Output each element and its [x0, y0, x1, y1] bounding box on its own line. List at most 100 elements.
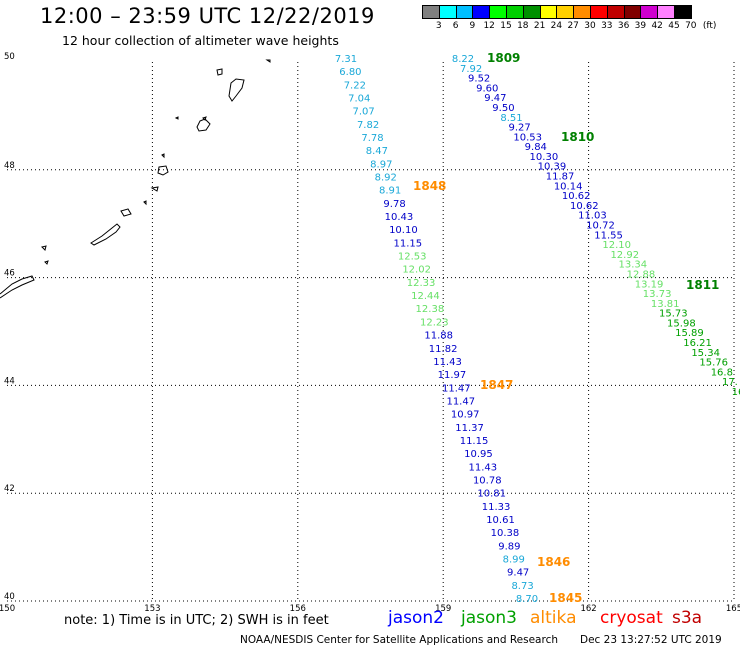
pass-id-label: 1846: [537, 555, 570, 569]
wave-height-label: 9.84: [525, 142, 547, 153]
wave-height-label: 6.80: [339, 67, 361, 78]
credit-text: NOAA/NESDIS Center for Satellite Applica…: [240, 634, 558, 646]
wave-height-label: 12.38: [416, 304, 445, 315]
wave-height-label: 13.81: [651, 299, 680, 310]
wave-height-label: 8.91: [379, 186, 401, 197]
wave-height-label: 13.19: [635, 279, 664, 290]
color-legend-labels: 3 6 9 12 15 18 21 24 27 30 33 36 39 42 45 70 (ft): [422, 21, 732, 35]
legend-label: 70: [685, 21, 697, 31]
wave-height-label: 16.21: [683, 338, 712, 349]
x-tick-label: 156: [290, 604, 306, 614]
wave-height-label: 12.44: [411, 291, 440, 302]
wave-height-label: 9.47: [484, 93, 506, 104]
wave-height-label: 11.87: [546, 172, 575, 183]
legend-label: 6: [452, 21, 459, 31]
axis-labels: 150 153 156 159 162 165 50 48 46 44 42 40: [0, 52, 740, 614]
legend-label: 27: [567, 21, 579, 31]
wave-height-label: 11.33: [482, 502, 511, 513]
satellite-tracks: 7.31 6.80 7.22 7.04 7.07 7.82 7.78 8.47 8.97 8.92…: [335, 54, 740, 605]
x-tick-label: 153: [144, 604, 160, 614]
pass-id-label: 1811: [686, 278, 719, 292]
wave-height-label: 9.78: [383, 199, 405, 210]
wave-height-label: 13.73: [643, 289, 672, 300]
wave-height-label: 11.15: [460, 436, 489, 447]
pass-id-label: 1845: [549, 591, 582, 605]
y-tick-label: 44: [4, 376, 15, 386]
island-outline: [143, 200, 147, 206]
wave-height-label: 12.23: [420, 317, 449, 328]
wave-height-label: 7.04: [348, 94, 370, 105]
island-outline: [228, 78, 245, 102]
island-outline: [90, 223, 121, 246]
legend-label: 12: [483, 21, 495, 31]
island-outline: [216, 68, 223, 76]
island-outline: [174, 116, 179, 120]
wave-height-label: 8.70: [516, 594, 538, 605]
wave-height-label: 9.89: [498, 541, 520, 552]
wave-height-label: 8.99: [503, 554, 525, 565]
wave-height-label: 9.27: [508, 123, 530, 134]
satellite-legend-item: jason2: [388, 608, 444, 628]
wave-height-label: 8.51: [500, 113, 522, 124]
generation-timestamp: Dec 23 13:27:52 UTC 2019: [580, 634, 722, 646]
pass-labels: 1809 1810 1811 1848 1847 1846 1845: [413, 51, 719, 605]
wave-height-label: 11.97: [438, 370, 467, 381]
pass-id-label: 1847: [480, 378, 513, 392]
legend-label: 36: [617, 21, 630, 31]
satellite-legend-item: jason3: [461, 608, 517, 628]
x-tick-label: 165: [726, 604, 740, 614]
satellite-legend-item: s3a: [672, 608, 703, 628]
wave-height-label: 15.73: [659, 309, 688, 320]
pass-id-label: 1848: [413, 179, 446, 193]
map-subtitle: 12 hour collection of altimeter wave hei…: [62, 33, 339, 48]
x-tick-label: 150: [0, 604, 15, 614]
wave-height-label: 11.15: [393, 238, 422, 249]
wave-height-label: 7.82: [357, 120, 379, 131]
wave-height-label: 10.14: [554, 181, 583, 192]
wave-height-label: 15.89: [675, 328, 704, 339]
wave-height-label: 7.07: [353, 107, 375, 118]
wave-height-label: 9.47: [507, 568, 529, 579]
wave-height-label: 9.52: [468, 74, 490, 85]
wave-height-label: 11.03: [578, 211, 607, 222]
x-tick-label: 159: [435, 604, 451, 614]
legend-label: 3: [435, 21, 442, 31]
wave-height-label: 15.76: [699, 358, 728, 369]
wave-height-label: 16.8: [711, 367, 733, 378]
wave-height-label: 8.97: [370, 159, 392, 170]
wave-height-label: 7.78: [361, 133, 383, 144]
x-tick-label: 162: [580, 604, 596, 614]
wave-height-label: 11.55: [594, 230, 623, 241]
island-outline: [150, 186, 159, 192]
legend-label: 39: [634, 21, 647, 31]
wave-height-label: 16: [732, 387, 740, 398]
legend-label: 21: [533, 21, 546, 31]
island-outline: [120, 208, 132, 217]
wave-height-label: 10.53: [513, 132, 542, 143]
island-outline: [41, 245, 47, 251]
legend-label: 24: [550, 21, 563, 31]
wave-height-label: 11.47: [442, 383, 471, 394]
island-outline: [196, 118, 211, 132]
wave-height-label: 11.82: [429, 344, 458, 355]
pass-id-label: 1810: [561, 130, 594, 144]
wave-height-label: 8.22: [452, 54, 474, 65]
satellite-legend-item: altika: [530, 608, 577, 628]
wave-height-label: 7.92: [460, 64, 482, 75]
wave-height-label: 10.39: [538, 162, 567, 173]
footer-note: note: 1) Time is in UTC; 2) SWH is in fe…: [64, 613, 329, 628]
wave-height-label: 13.34: [619, 260, 648, 271]
legend-label: (ft): [702, 21, 717, 31]
wave-height-label: 8.73: [511, 581, 533, 592]
pass-id-label: 1809: [487, 51, 520, 65]
wave-height-label: 12.92: [610, 250, 639, 261]
wave-height-label: 17.: [722, 377, 738, 388]
y-tick-label: 50: [4, 52, 15, 62]
island-outline: [157, 165, 169, 176]
wave-height-label: 10.61: [486, 515, 515, 526]
wave-height-label: 11.47: [446, 396, 475, 407]
wave-height-label: 12.88: [627, 269, 656, 280]
wave-height-label: 15.98: [667, 318, 696, 329]
legend-label: 42: [651, 21, 663, 31]
